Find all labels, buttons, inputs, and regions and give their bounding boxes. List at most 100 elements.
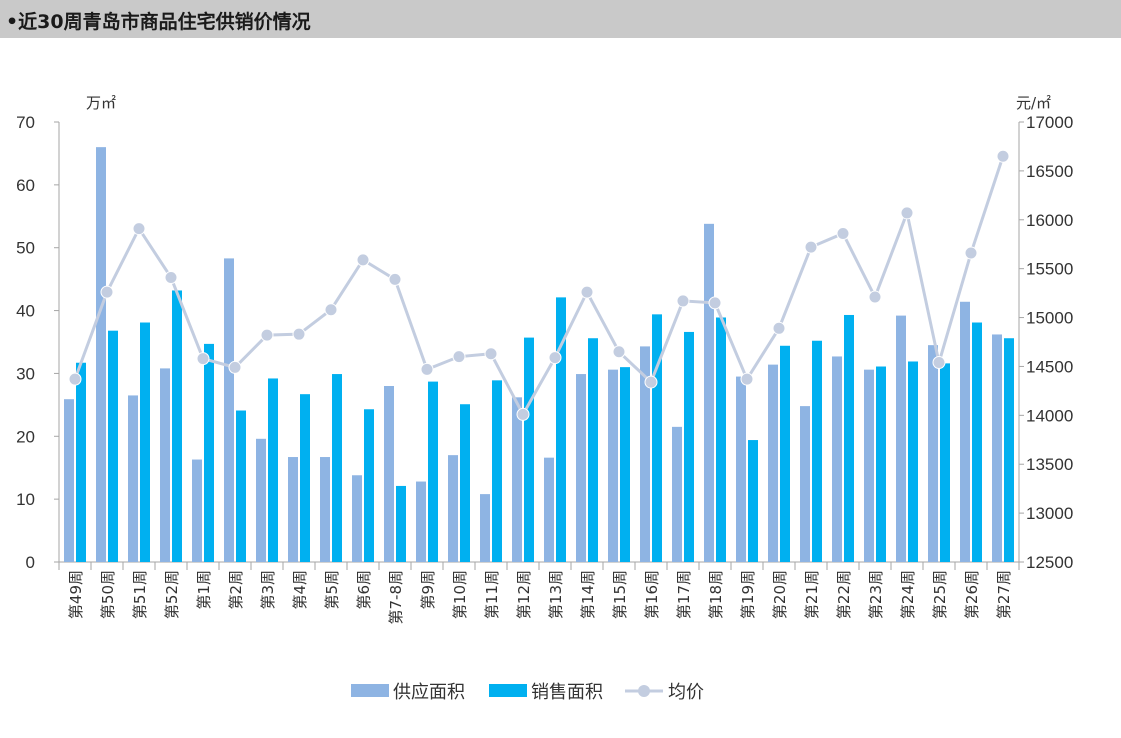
price-point: [932, 356, 946, 370]
price-point: [644, 375, 658, 389]
sales-bar: [556, 297, 566, 562]
price-point: [964, 246, 978, 260]
supply-bar: [544, 457, 554, 562]
sales-bar: [332, 374, 342, 562]
price-point: [772, 321, 786, 335]
x-category-label: 第50周: [99, 570, 117, 619]
price-point: [100, 285, 114, 299]
supply-bar: [736, 376, 746, 562]
sales-bar: [876, 366, 886, 562]
price-point: [356, 253, 370, 267]
right-tick-label: 14500: [1026, 357, 1073, 376]
sales-bar: [588, 338, 598, 562]
right-tick-label: 12500: [1026, 553, 1073, 572]
sales-bar: [940, 363, 950, 562]
price-point: [900, 206, 914, 220]
legend-sales-label: 销售面积: [531, 682, 603, 703]
price-point: [388, 272, 402, 286]
x-category-label: 第10周: [451, 570, 469, 619]
supply-bar: [608, 369, 618, 562]
x-category-label: 第14周: [579, 570, 597, 619]
left-tick-label: 0: [26, 553, 35, 572]
left-tick-label: 40: [16, 302, 35, 321]
supply-bar: [480, 494, 490, 562]
supply-bar: [864, 369, 874, 562]
x-category-label: 第6周: [355, 570, 373, 610]
sales-bar: [140, 322, 150, 562]
x-category-label: 第17周: [675, 570, 693, 619]
left-tick-label: 20: [16, 427, 35, 446]
supply-bar: [704, 223, 714, 563]
price-point: [836, 226, 850, 240]
left-tick-label: 30: [16, 364, 35, 383]
price-point: [996, 149, 1010, 163]
sales-bar: [492, 380, 502, 562]
sales-bar: [172, 290, 182, 562]
sales-bar: [620, 367, 630, 562]
x-category-label: 第7-8周: [387, 570, 405, 625]
price-point: [164, 270, 178, 284]
supply-bar: [192, 459, 202, 562]
supply-bar: [320, 457, 330, 562]
price-point: [292, 327, 306, 341]
supply-bar: [64, 399, 74, 562]
right-tick-label: 15500: [1026, 260, 1073, 279]
sales-bar: [268, 378, 278, 562]
price-point: [580, 285, 594, 299]
supply-bar: [992, 334, 1002, 562]
x-category-label: 第24周: [899, 570, 917, 619]
price-point: [804, 240, 818, 254]
x-category-label: 第20周: [771, 570, 789, 619]
legend-price-label: 均价: [668, 682, 704, 703]
x-category-label: 第3周: [259, 570, 277, 610]
price-point: [420, 362, 434, 376]
title-bar: •近30周青岛市商品住宅供销价情况: [0, 0, 1121, 38]
supply-bar: [672, 426, 682, 562]
sales-bar: [76, 362, 86, 562]
legend-sales-swatch: [489, 684, 527, 697]
x-category-label: 第27周: [995, 570, 1013, 619]
price-point: [676, 294, 690, 308]
left-tick-label: 10: [16, 490, 35, 509]
sales-bar: [780, 345, 790, 562]
sales-bar: [844, 314, 854, 562]
left-unit-label: 万㎡: [86, 94, 116, 112]
sales-bar: [716, 317, 726, 562]
x-category-label: 第13周: [547, 570, 565, 619]
x-category-label: 第18周: [707, 570, 725, 619]
supply-bar: [384, 386, 394, 562]
sales-bar: [908, 361, 918, 562]
right-tick-label: 16500: [1026, 162, 1073, 181]
right-tick-label: 13000: [1026, 504, 1073, 523]
supply-bar: [640, 346, 650, 562]
x-category-label: 第52周: [163, 570, 181, 619]
left-tick-label: 70: [16, 113, 35, 132]
sales-bar: [396, 485, 406, 562]
page-title: •近30周青岛市商品住宅供销价情况: [6, 11, 311, 33]
supply-bar: [352, 475, 362, 562]
supply-bar: [160, 368, 170, 562]
price-point: [260, 328, 274, 342]
x-category-label: 第1周: [195, 570, 213, 610]
sales-bar: [812, 340, 822, 562]
price-point: [708, 296, 722, 310]
sales-bar: [972, 322, 982, 562]
supply-bar: [512, 397, 522, 562]
right-tick-label: 15000: [1026, 309, 1073, 328]
x-category-label: 第12周: [515, 570, 533, 619]
x-category-label: 第49周: [67, 570, 85, 619]
price-point: [740, 372, 754, 386]
x-category-label: 第19周: [739, 570, 757, 619]
price-point: [452, 350, 466, 364]
supply-bar: [256, 438, 266, 562]
price-point: [68, 372, 82, 386]
x-category-label: 第11周: [483, 570, 501, 619]
price-point: [516, 407, 530, 421]
price-point: [196, 352, 210, 366]
supply-bar: [288, 457, 298, 562]
supply-bar: [768, 364, 778, 562]
x-category-label: 第9周: [419, 570, 437, 610]
sales-bar: [204, 343, 214, 562]
right-tick-label: 16000: [1026, 211, 1073, 230]
